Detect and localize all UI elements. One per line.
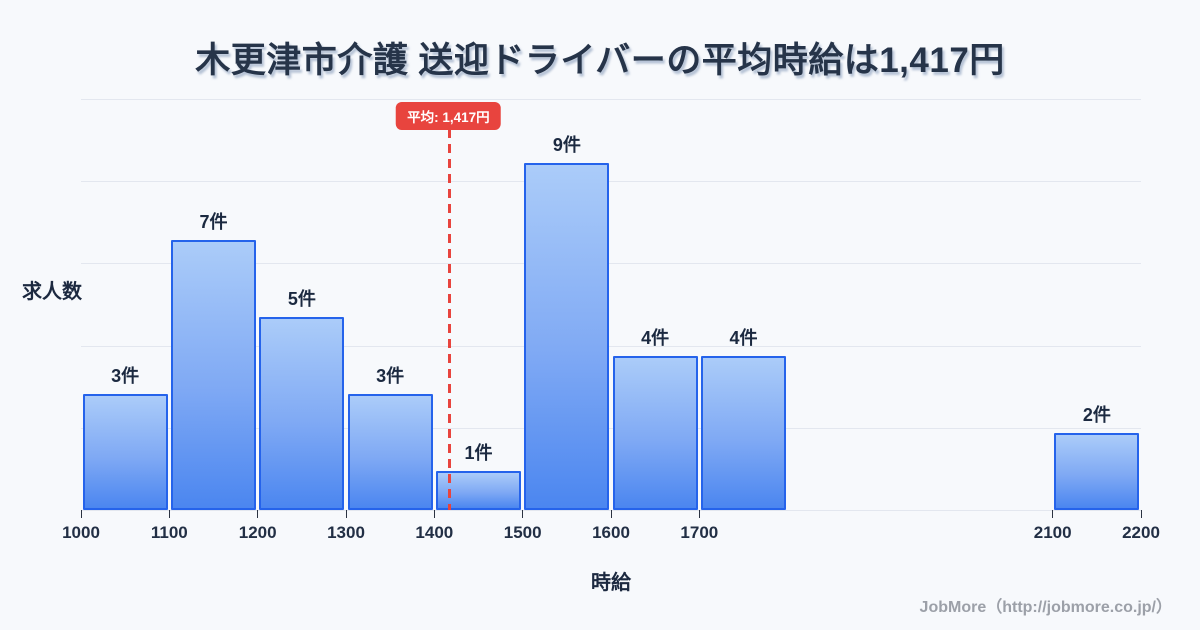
x-axis-tick-label: 1000 — [62, 523, 100, 542]
y-axis-title: 求人数 — [22, 281, 82, 303]
bar-count-label: 5件 — [287, 289, 316, 310]
x-axis-tick-label: 2100 — [1033, 523, 1072, 542]
gridline — [81, 345, 1141, 347]
x-axis-tick-label: 1200 — [238, 523, 277, 542]
x-axis-tick-label: 1400 — [415, 523, 454, 542]
x-axis-tick — [80, 510, 82, 518]
x-axis-tick-label: 1300 — [327, 523, 365, 542]
histogram-bar — [524, 162, 610, 510]
mean-value-badge: 平均: 1,417円 — [396, 102, 501, 130]
bar-count-label: 3件 — [376, 366, 405, 387]
histogram-bar — [1054, 432, 1140, 510]
x-axis-title: 時給 — [591, 572, 631, 594]
bar-count-label: 9件 — [552, 134, 581, 155]
bar-count-label: 1件 — [464, 443, 493, 464]
x-axis-tick — [345, 510, 347, 518]
x-axis-tick-label: 1500 — [503, 523, 542, 542]
x-axis-tick — [433, 510, 435, 518]
histogram-bar — [170, 239, 257, 510]
bar-count-label: 4件 — [729, 327, 758, 348]
x-axis-tick — [257, 510, 259, 518]
bar-count-label: 7件 — [199, 211, 228, 232]
mean-marker-line — [447, 129, 451, 510]
x-axis-tick-label: 2200 — [1122, 523, 1160, 542]
x-axis-tick — [1140, 510, 1142, 518]
x-axis-tick-label: 1100 — [150, 523, 188, 542]
x-axis-tick-label: 1600 — [592, 523, 630, 542]
x-axis-tick-label: 1700 — [680, 523, 719, 542]
x-axis-tick — [1052, 510, 1054, 518]
x-axis-tick — [698, 510, 700, 518]
histogram-bar — [259, 317, 345, 510]
x-axis-tick — [610, 510, 612, 518]
histogram-bar — [82, 394, 168, 510]
x-axis-tick — [168, 510, 170, 518]
x-axis-tick — [522, 510, 524, 518]
bar-count-label: 3件 — [111, 366, 140, 387]
histogram-bar — [347, 394, 433, 510]
gridline — [81, 181, 1141, 183]
histogram-bar — [700, 355, 787, 510]
histogram-bar — [612, 355, 698, 510]
gridline — [81, 427, 1141, 429]
plot-area: 3件 7件 5件 3件 1件 9件 4件 4件 2件 1000 1100 1200 1300 1400 15… — [62, 99, 1160, 542]
gridline — [81, 99, 1141, 100]
bar-count-label: 4件 — [641, 327, 670, 348]
gridline — [81, 263, 1141, 265]
footer-credit: JobMore（http://jobmore.co.jp/） — [919, 599, 1172, 616]
bar-count-label: 2件 — [1082, 404, 1111, 425]
chart-title: 木更津市介護 送迎ドライバーの平均時給は1,417円 — [195, 41, 1005, 80]
